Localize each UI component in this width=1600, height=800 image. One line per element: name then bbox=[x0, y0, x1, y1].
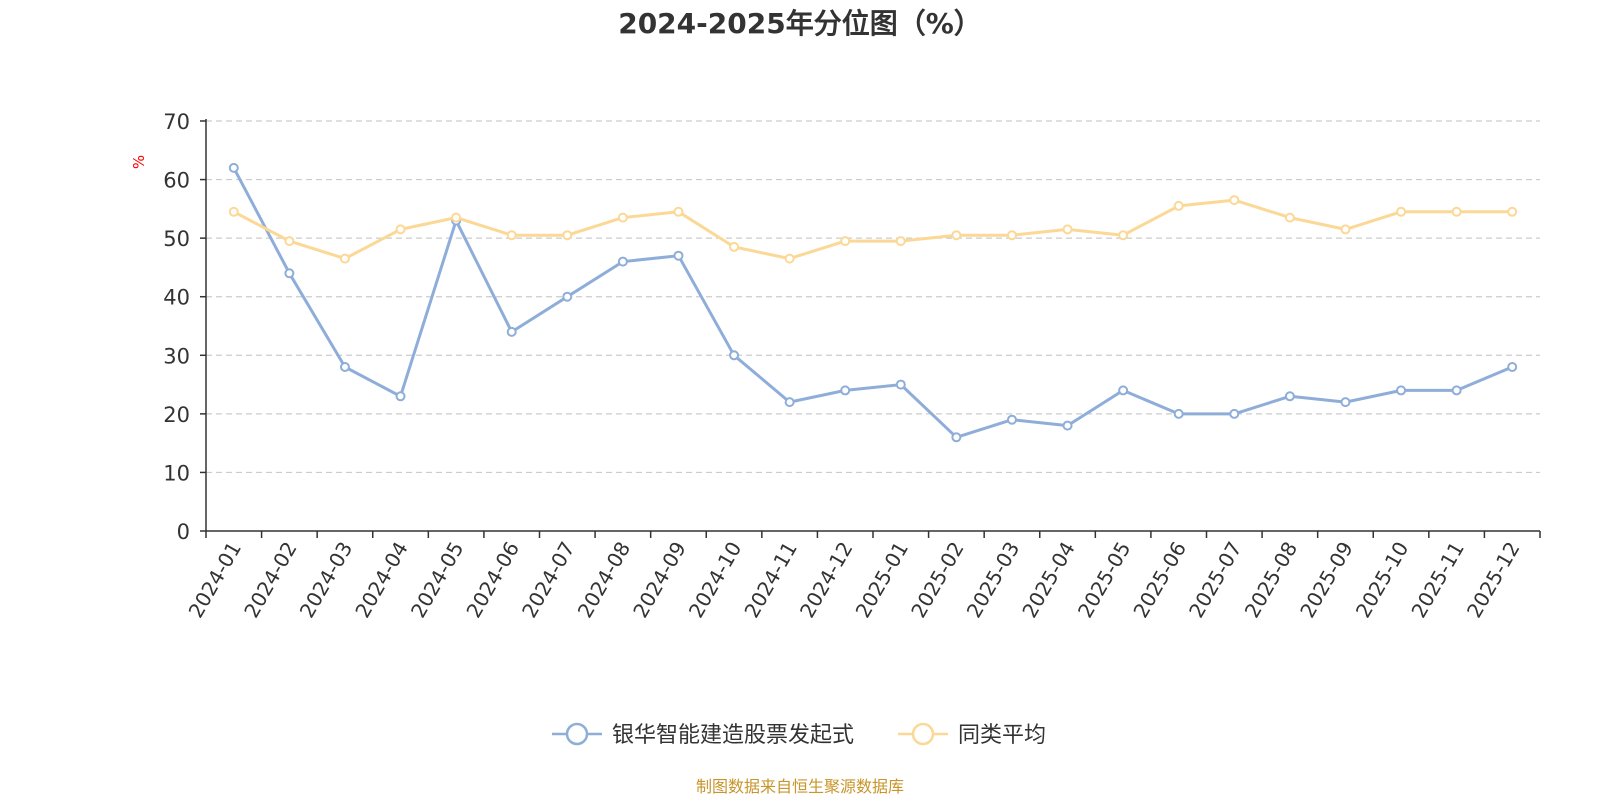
data-point[interactable] bbox=[284, 268, 295, 279]
data-point[interactable] bbox=[840, 385, 851, 396]
data-point[interactable] bbox=[284, 236, 295, 247]
legend: 银华智能建造股票发起式 同类平均 bbox=[552, 722, 1046, 748]
x-tick-label: 2025-05 bbox=[1073, 538, 1136, 622]
x-tick-label: 2024-10 bbox=[684, 538, 747, 622]
data-point[interactable] bbox=[951, 230, 962, 241]
legend-item-2[interactable]: 同类平均 bbox=[898, 722, 1046, 748]
legend-item-1[interactable]: 银华智能建造股票发起式 bbox=[552, 722, 854, 748]
legend-label: 同类平均 bbox=[958, 723, 1046, 748]
x-tick-label: 2024-12 bbox=[795, 538, 858, 622]
data-point[interactable] bbox=[1118, 385, 1129, 396]
x-tick-label: 2025-02 bbox=[906, 538, 969, 622]
data-point[interactable] bbox=[1340, 397, 1351, 408]
x-tick-label: 2024-07 bbox=[517, 538, 580, 622]
data-point[interactable] bbox=[506, 326, 517, 337]
series-line bbox=[233, 198, 1513, 261]
data-point[interactable] bbox=[729, 350, 740, 361]
x-tick-label: 2025-06 bbox=[1128, 538, 1191, 622]
x-tick-label: 2025-03 bbox=[962, 538, 1025, 622]
x-tick-label: 2025-09 bbox=[1295, 538, 1358, 622]
data-point[interactable] bbox=[617, 212, 628, 223]
data-point[interactable] bbox=[562, 230, 573, 241]
axes: 0102030405060702024-012024-022024-032024… bbox=[163, 110, 1541, 622]
data-point[interactable] bbox=[1451, 206, 1462, 217]
data-point[interactable] bbox=[1173, 200, 1184, 211]
data-point[interactable] bbox=[1062, 420, 1073, 431]
data-point[interactable] bbox=[1451, 385, 1462, 396]
x-tick-label: 2025-11 bbox=[1406, 538, 1469, 622]
data-point[interactable] bbox=[1396, 385, 1407, 396]
x-tick-label: 2025-07 bbox=[1184, 538, 1247, 622]
data-point[interactable] bbox=[1507, 362, 1518, 372]
x-tick-label: 2025-12 bbox=[1462, 538, 1525, 622]
data-point[interactable] bbox=[1062, 224, 1073, 235]
legend-label: 银华智能建造股票发起式 bbox=[612, 723, 854, 748]
data-point[interactable] bbox=[395, 391, 406, 402]
data-point[interactable] bbox=[895, 236, 906, 247]
data-point[interactable] bbox=[395, 224, 406, 235]
data-point[interactable] bbox=[1507, 206, 1518, 217]
data-point[interactable] bbox=[1118, 230, 1129, 241]
y-tick-label: 70 bbox=[163, 110, 190, 134]
data-point[interactable] bbox=[784, 253, 795, 264]
data-point[interactable] bbox=[1284, 212, 1295, 223]
legend-marker bbox=[911, 722, 935, 746]
data-point[interactable] bbox=[784, 397, 795, 408]
data-point[interactable] bbox=[228, 206, 239, 217]
series-2 bbox=[228, 195, 1518, 264]
y-tick-label: 40 bbox=[163, 286, 190, 310]
data-point[interactable] bbox=[1006, 414, 1017, 425]
x-tick-label: 2024-09 bbox=[628, 538, 691, 622]
y-tick-label: 10 bbox=[163, 461, 190, 485]
y-tick-label: 20 bbox=[163, 403, 190, 427]
x-tick-label: 2024-03 bbox=[295, 538, 358, 622]
data-point[interactable] bbox=[1006, 230, 1017, 241]
x-tick-label: 2024-02 bbox=[239, 538, 302, 622]
x-tick-label: 2025-04 bbox=[1017, 538, 1080, 622]
source-note: 制图数据来自恒生聚源数据库 bbox=[696, 777, 904, 796]
data-point[interactable] bbox=[228, 162, 239, 173]
x-tick-label: 2024-01 bbox=[184, 538, 247, 622]
x-tick-label: 2024-11 bbox=[739, 538, 802, 622]
data-point[interactable] bbox=[673, 206, 684, 217]
data-point[interactable] bbox=[1396, 206, 1407, 217]
y-tick-label: 50 bbox=[163, 227, 190, 251]
x-tick-label: 2024-04 bbox=[350, 538, 413, 622]
data-point[interactable] bbox=[562, 291, 573, 302]
series-lines bbox=[228, 162, 1518, 443]
data-point[interactable] bbox=[1229, 408, 1240, 419]
data-point[interactable] bbox=[339, 253, 350, 264]
data-point[interactable] bbox=[617, 256, 628, 267]
data-point[interactable] bbox=[895, 379, 906, 390]
x-tick-label: 2025-01 bbox=[851, 538, 914, 622]
x-tick-label: 2024-05 bbox=[406, 538, 469, 622]
data-point[interactable] bbox=[451, 212, 462, 223]
y-tick-label: 30 bbox=[163, 344, 190, 368]
data-point[interactable] bbox=[951, 432, 962, 443]
data-point[interactable] bbox=[673, 250, 684, 261]
legend-marker bbox=[565, 722, 589, 746]
grid-lines bbox=[206, 120, 1540, 474]
y-tick-label: 0 bbox=[177, 520, 190, 544]
series-line bbox=[232, 167, 1513, 439]
x-tick-label: 2024-06 bbox=[461, 538, 524, 622]
y-tick-label: 60 bbox=[163, 169, 190, 193]
data-point[interactable] bbox=[506, 230, 517, 241]
y-axis-unit: % bbox=[130, 155, 148, 169]
series-1 bbox=[228, 162, 1518, 443]
x-tick-label: 2024-08 bbox=[573, 538, 636, 622]
x-tick-label: 2025-08 bbox=[1240, 538, 1303, 622]
chart-title: 2024-2025年分位图（%） bbox=[618, 7, 982, 40]
data-point[interactable] bbox=[1284, 391, 1295, 402]
data-point[interactable] bbox=[339, 362, 350, 372]
data-point[interactable] bbox=[729, 241, 740, 252]
data-point[interactable] bbox=[1340, 224, 1351, 235]
x-tick-label: 2025-10 bbox=[1351, 538, 1414, 622]
data-point[interactable] bbox=[1173, 408, 1184, 419]
data-point[interactable] bbox=[840, 236, 851, 247]
data-point[interactable] bbox=[1229, 195, 1240, 206]
